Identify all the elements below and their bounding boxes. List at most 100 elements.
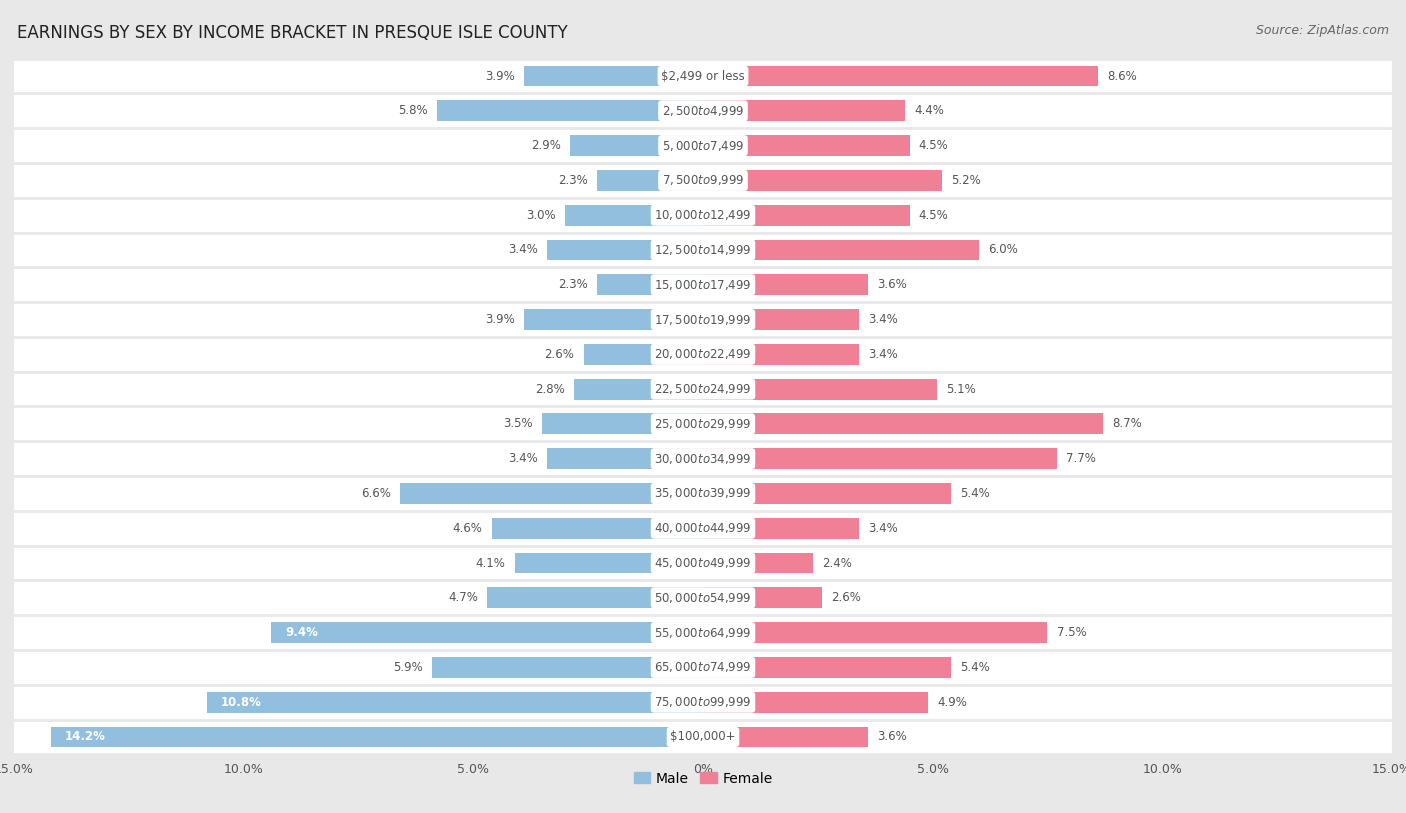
FancyBboxPatch shape	[14, 93, 1392, 128]
Bar	[703, 448, 1057, 469]
Text: Source: ZipAtlas.com: Source: ZipAtlas.com	[1256, 24, 1389, 37]
Bar	[703, 483, 950, 504]
Legend: Male, Female: Male, Female	[628, 766, 778, 791]
Text: 3.9%: 3.9%	[485, 70, 515, 83]
Bar	[486, 587, 703, 608]
Bar	[598, 170, 703, 191]
Bar	[703, 414, 1102, 434]
Bar	[547, 448, 703, 469]
Bar	[437, 100, 703, 121]
Bar	[703, 100, 905, 121]
Bar	[703, 692, 928, 713]
Text: $75,000 to $99,999: $75,000 to $99,999	[654, 695, 752, 709]
FancyBboxPatch shape	[14, 337, 1392, 372]
Bar	[547, 240, 703, 260]
Text: 3.9%: 3.9%	[485, 313, 515, 326]
Bar	[703, 274, 869, 295]
Text: $2,500 to $4,999: $2,500 to $4,999	[662, 104, 744, 118]
Bar	[703, 587, 823, 608]
Text: $22,500 to $24,999: $22,500 to $24,999	[654, 382, 752, 396]
Bar	[703, 622, 1047, 643]
Text: $10,000 to $12,499: $10,000 to $12,499	[654, 208, 752, 222]
FancyBboxPatch shape	[14, 685, 1392, 720]
FancyBboxPatch shape	[14, 580, 1392, 615]
Text: 5.2%: 5.2%	[950, 174, 981, 187]
Text: 14.2%: 14.2%	[65, 730, 105, 743]
Text: $12,500 to $14,999: $12,500 to $14,999	[654, 243, 752, 257]
Bar	[703, 379, 938, 399]
Bar	[575, 379, 703, 399]
Bar	[207, 692, 703, 713]
Bar	[703, 66, 1098, 86]
Bar	[598, 274, 703, 295]
Text: $17,500 to $19,999: $17,500 to $19,999	[654, 312, 752, 327]
Bar	[515, 553, 703, 573]
Text: 4.7%: 4.7%	[449, 591, 478, 604]
Text: 2.3%: 2.3%	[558, 278, 588, 291]
Text: $30,000 to $34,999: $30,000 to $34,999	[654, 452, 752, 466]
Text: $100,000+: $100,000+	[671, 730, 735, 743]
Text: 3.4%: 3.4%	[869, 348, 898, 361]
Text: 3.4%: 3.4%	[869, 522, 898, 535]
Text: 4.1%: 4.1%	[475, 557, 506, 570]
Bar	[51, 727, 703, 747]
Text: 3.4%: 3.4%	[869, 313, 898, 326]
Bar	[703, 135, 910, 156]
Text: $25,000 to $29,999: $25,000 to $29,999	[654, 417, 752, 431]
Text: 6.0%: 6.0%	[988, 243, 1018, 256]
Text: $50,000 to $54,999: $50,000 to $54,999	[654, 591, 752, 605]
Text: 2.8%: 2.8%	[536, 383, 565, 396]
Bar	[703, 240, 979, 260]
Text: 2.9%: 2.9%	[530, 139, 561, 152]
FancyBboxPatch shape	[14, 59, 1392, 93]
FancyBboxPatch shape	[14, 128, 1392, 163]
Bar	[492, 518, 703, 539]
FancyBboxPatch shape	[14, 163, 1392, 198]
Text: 3.6%: 3.6%	[877, 278, 907, 291]
Text: 8.6%: 8.6%	[1107, 70, 1137, 83]
Text: 7.5%: 7.5%	[1057, 626, 1087, 639]
Bar	[703, 170, 942, 191]
FancyBboxPatch shape	[14, 233, 1392, 267]
Text: 3.0%: 3.0%	[526, 209, 555, 222]
Text: 4.6%: 4.6%	[453, 522, 482, 535]
Text: 2.3%: 2.3%	[558, 174, 588, 187]
Text: 3.4%: 3.4%	[508, 243, 537, 256]
FancyBboxPatch shape	[14, 198, 1392, 233]
Bar	[565, 205, 703, 226]
Text: 8.7%: 8.7%	[1112, 417, 1142, 430]
Bar	[703, 205, 910, 226]
Text: $15,000 to $17,499: $15,000 to $17,499	[654, 278, 752, 292]
Text: $65,000 to $74,999: $65,000 to $74,999	[654, 660, 752, 675]
Bar	[524, 66, 703, 86]
Bar	[399, 483, 703, 504]
Bar	[703, 344, 859, 365]
Text: 3.5%: 3.5%	[503, 417, 533, 430]
FancyBboxPatch shape	[14, 615, 1392, 650]
Bar	[432, 657, 703, 678]
FancyBboxPatch shape	[14, 406, 1392, 441]
FancyBboxPatch shape	[14, 511, 1392, 546]
Text: $20,000 to $22,499: $20,000 to $22,499	[654, 347, 752, 361]
Text: 3.4%: 3.4%	[508, 452, 537, 465]
Bar	[703, 518, 859, 539]
Text: 2.4%: 2.4%	[823, 557, 852, 570]
Text: $35,000 to $39,999: $35,000 to $39,999	[654, 486, 752, 501]
Text: $40,000 to $44,999: $40,000 to $44,999	[654, 521, 752, 535]
Text: 3.6%: 3.6%	[877, 730, 907, 743]
FancyBboxPatch shape	[14, 441, 1392, 476]
Text: 5.1%: 5.1%	[946, 383, 976, 396]
Text: 5.4%: 5.4%	[960, 487, 990, 500]
Text: 5.4%: 5.4%	[960, 661, 990, 674]
Bar	[583, 344, 703, 365]
FancyBboxPatch shape	[14, 546, 1392, 580]
Text: 4.9%: 4.9%	[938, 696, 967, 709]
Bar	[524, 309, 703, 330]
FancyBboxPatch shape	[14, 372, 1392, 406]
FancyBboxPatch shape	[14, 720, 1392, 754]
Text: $7,500 to $9,999: $7,500 to $9,999	[662, 173, 744, 188]
FancyBboxPatch shape	[14, 267, 1392, 302]
Text: 5.9%: 5.9%	[394, 661, 423, 674]
Text: 4.5%: 4.5%	[920, 139, 949, 152]
FancyBboxPatch shape	[14, 650, 1392, 685]
